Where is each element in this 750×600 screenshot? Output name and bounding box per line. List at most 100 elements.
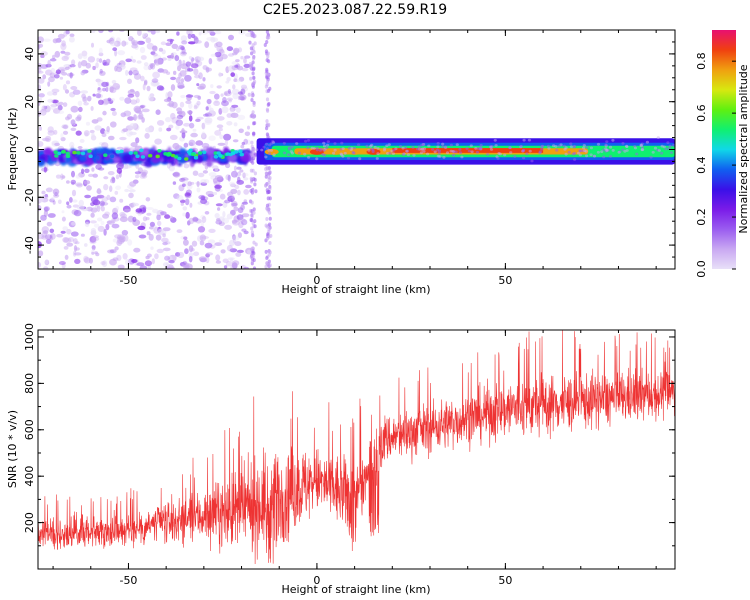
noise-blob bbox=[74, 258, 81, 264]
noise-blob bbox=[202, 65, 208, 70]
noise-blob bbox=[43, 207, 49, 212]
noise-blob bbox=[223, 265, 228, 269]
noise-blob bbox=[249, 65, 253, 70]
noise-blob bbox=[645, 140, 650, 144]
noise-blob bbox=[493, 138, 497, 142]
noise-blob bbox=[75, 241, 80, 245]
noise-blob bbox=[248, 62, 252, 66]
noise-blob bbox=[498, 152, 502, 156]
noise-blob bbox=[96, 188, 102, 195]
noise-blob bbox=[183, 239, 189, 246]
noise-blob bbox=[245, 184, 252, 189]
noise-blob bbox=[216, 218, 221, 222]
noise-blob bbox=[266, 108, 270, 113]
noise-blob bbox=[238, 221, 244, 229]
noise-blob bbox=[162, 247, 171, 252]
noise-blob bbox=[243, 266, 249, 269]
noise-blob bbox=[253, 182, 257, 187]
y-tick-label: 400 bbox=[23, 466, 36, 487]
noise-blob bbox=[254, 189, 258, 194]
noise-blob bbox=[103, 228, 107, 236]
noise-blob bbox=[232, 84, 236, 90]
noise-blob bbox=[247, 92, 251, 97]
noise-blob bbox=[265, 217, 269, 221]
noise-blob bbox=[188, 56, 193, 60]
noise-blob bbox=[571, 152, 575, 156]
noise-blob bbox=[42, 230, 49, 235]
noise-blob bbox=[419, 151, 423, 155]
noise-blob bbox=[201, 132, 207, 140]
noise-blob bbox=[145, 127, 153, 133]
noise-blob bbox=[513, 155, 517, 158]
noise-blob bbox=[264, 171, 268, 176]
noise-blob bbox=[50, 104, 58, 108]
noise-blob bbox=[604, 143, 608, 147]
noise-blob bbox=[221, 100, 229, 107]
noise-blob bbox=[121, 229, 129, 236]
noise-blob bbox=[174, 55, 180, 62]
noise-blob bbox=[143, 62, 149, 67]
noise-blob bbox=[264, 84, 268, 89]
noise-blob bbox=[38, 43, 44, 48]
noise-blob bbox=[40, 214, 47, 221]
noise-blob bbox=[527, 138, 532, 142]
noise-blob bbox=[124, 97, 132, 104]
noise-blob bbox=[239, 169, 244, 173]
noise-blob bbox=[286, 153, 291, 157]
noise-blob bbox=[592, 154, 597, 158]
noise-blob bbox=[54, 142, 60, 147]
noise-blob bbox=[651, 150, 655, 154]
noise-blob bbox=[187, 67, 191, 72]
noise-blob bbox=[224, 92, 228, 96]
noise-blob bbox=[229, 181, 236, 186]
noise-blob bbox=[96, 205, 101, 213]
noise-blob bbox=[131, 259, 138, 263]
band-hotspot bbox=[216, 151, 221, 155]
noise-blob bbox=[303, 152, 307, 156]
noise-blob bbox=[265, 203, 270, 208]
noise-blob bbox=[79, 138, 85, 143]
band-hotspot bbox=[119, 149, 124, 154]
noise-blob bbox=[322, 153, 326, 157]
noise-blob bbox=[64, 254, 69, 260]
noise-blob bbox=[205, 190, 214, 196]
snr-frame bbox=[37, 329, 676, 570]
noise-blob bbox=[265, 69, 269, 74]
noise-blob bbox=[165, 42, 172, 46]
noise-blob bbox=[130, 99, 138, 105]
noise-blob bbox=[230, 200, 238, 208]
noise-blob bbox=[69, 64, 76, 68]
spectrogram-axes: -50 0 50 -40 -20 0 20 40 bbox=[23, 29, 675, 287]
noise-blob bbox=[264, 249, 268, 254]
noise-blob bbox=[65, 80, 71, 85]
band-blob bbox=[84, 158, 95, 166]
noise-blob bbox=[229, 248, 238, 253]
noise-blob bbox=[231, 219, 238, 224]
y-tick-label: 40 bbox=[23, 47, 36, 61]
noise-blob bbox=[114, 190, 119, 195]
noise-blob bbox=[60, 230, 66, 234]
band-blob bbox=[185, 153, 189, 158]
noise-blob bbox=[57, 110, 65, 115]
noise-blob bbox=[149, 221, 155, 227]
noise-blob bbox=[40, 51, 48, 56]
noise-blob bbox=[130, 202, 134, 209]
noise-blob bbox=[47, 98, 54, 103]
noise-blob bbox=[49, 234, 53, 241]
noise-blob bbox=[212, 37, 219, 42]
noise-blob bbox=[268, 170, 272, 175]
noise-blob bbox=[117, 264, 125, 269]
noise-blob bbox=[91, 132, 95, 139]
noise-blob bbox=[142, 32, 148, 38]
noise-blob bbox=[479, 143, 483, 147]
noise-blob bbox=[226, 121, 233, 126]
noise-blob bbox=[41, 105, 47, 111]
noise-blob bbox=[177, 82, 185, 90]
band-hotspot bbox=[157, 149, 162, 153]
noise-blob bbox=[52, 92, 58, 96]
noise-blob bbox=[66, 113, 73, 120]
noise-blob bbox=[69, 91, 76, 98]
band-blob bbox=[149, 149, 154, 156]
noise-blob bbox=[103, 176, 109, 180]
noise-blob bbox=[92, 173, 98, 178]
